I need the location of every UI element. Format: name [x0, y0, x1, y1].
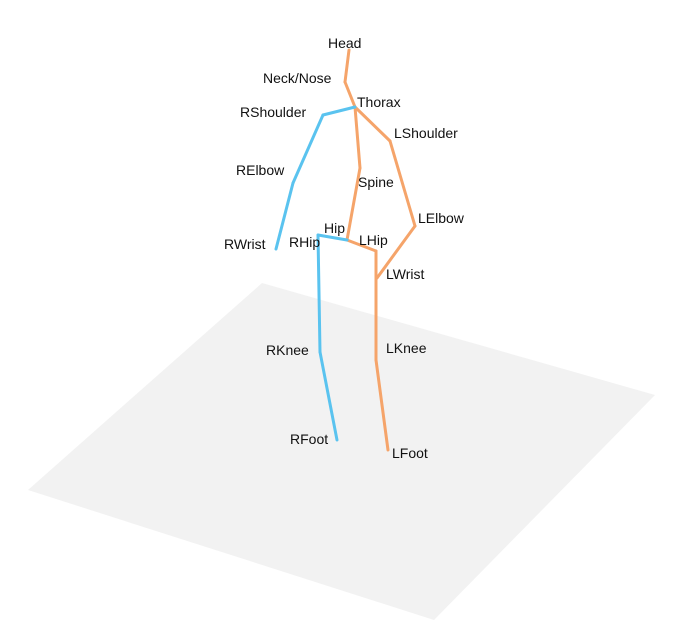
bone-thorax-rshoulder [321, 105, 357, 117]
joint-label-lelbow: LElbow [418, 210, 465, 226]
joint-label-lwrist: LWrist [386, 266, 424, 282]
joint-label-neck-nose: Neck/Nose [263, 70, 332, 86]
joint-label-rshoulder: RShoulder [240, 104, 306, 120]
bone-lshoulder-lelbow [388, 139, 417, 228]
bone-spine-hip [345, 166, 362, 242]
joint-label-thorax: Thorax [357, 94, 401, 110]
joint-label-relbow: RElbow [236, 162, 285, 178]
joint-label-rknee: RKnee [266, 342, 309, 358]
joint-labels: Head Neck/Nose Thorax RShoulder LShoulde… [224, 35, 465, 461]
joint-label-rfoot: RFoot [290, 431, 328, 447]
joint-label-lhip: LHip [359, 232, 388, 248]
joint-label-lshoulder: LShoulder [394, 125, 458, 141]
bone-head-neck [343, 48, 351, 84]
bone-lknee-lfoot [374, 358, 390, 452]
bone-hip-rhip [316, 233, 349, 242]
joint-label-head: Head [328, 35, 361, 51]
joint-label-spine: Spine [358, 174, 394, 190]
joint-label-lfoot: LFoot [392, 445, 428, 461]
left-side-bones [343, 48, 417, 452]
bone-lelbow-lwrist [375, 224, 417, 280]
bone-thorax-spine [353, 105, 362, 170]
joint-label-rhip: RHip [289, 234, 320, 250]
bone-neck-thorax [343, 80, 357, 109]
joint-label-lknee: LKnee [386, 340, 427, 356]
ground-plane [28, 283, 655, 620]
joint-label-rwrist: RWrist [224, 236, 266, 252]
bone-rshoulder-relbow [291, 113, 325, 185]
bone-rknee-rfoot [318, 350, 339, 442]
bone-thorax-lshoulder [353, 105, 392, 143]
bone-relbow-rwrist [274, 181, 295, 251]
right-side-bones [274, 105, 357, 442]
joint-label-hip: Hip [324, 220, 345, 236]
bone-hip-lhip [345, 238, 378, 253]
bone-rhip-rknee [316, 233, 322, 354]
